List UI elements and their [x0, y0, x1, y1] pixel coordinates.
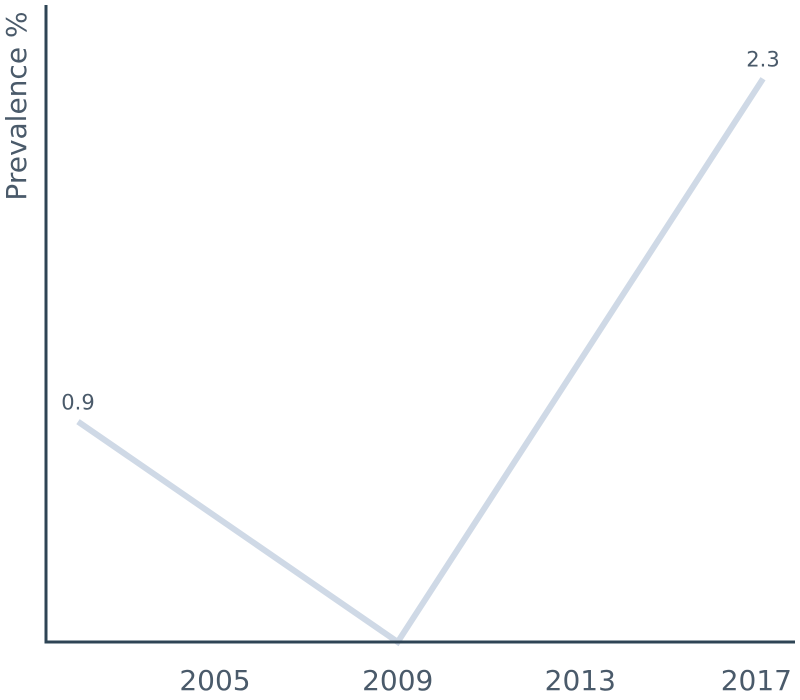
x-tick-label: 2009 [362, 664, 433, 697]
y-axis-label: Prevalence % [0, 11, 33, 200]
data-label: 2.3 [746, 48, 779, 72]
plot-area: 0.9 2.3 2005 2009 2013 2017 [44, 5, 795, 697]
x-tick-label: 2013 [545, 664, 616, 697]
x-tick-label: 2017 [721, 664, 792, 697]
data-label: 0.9 [61, 391, 94, 415]
series-line [76, 77, 766, 647]
x-tick-label: 2005 [179, 664, 250, 697]
